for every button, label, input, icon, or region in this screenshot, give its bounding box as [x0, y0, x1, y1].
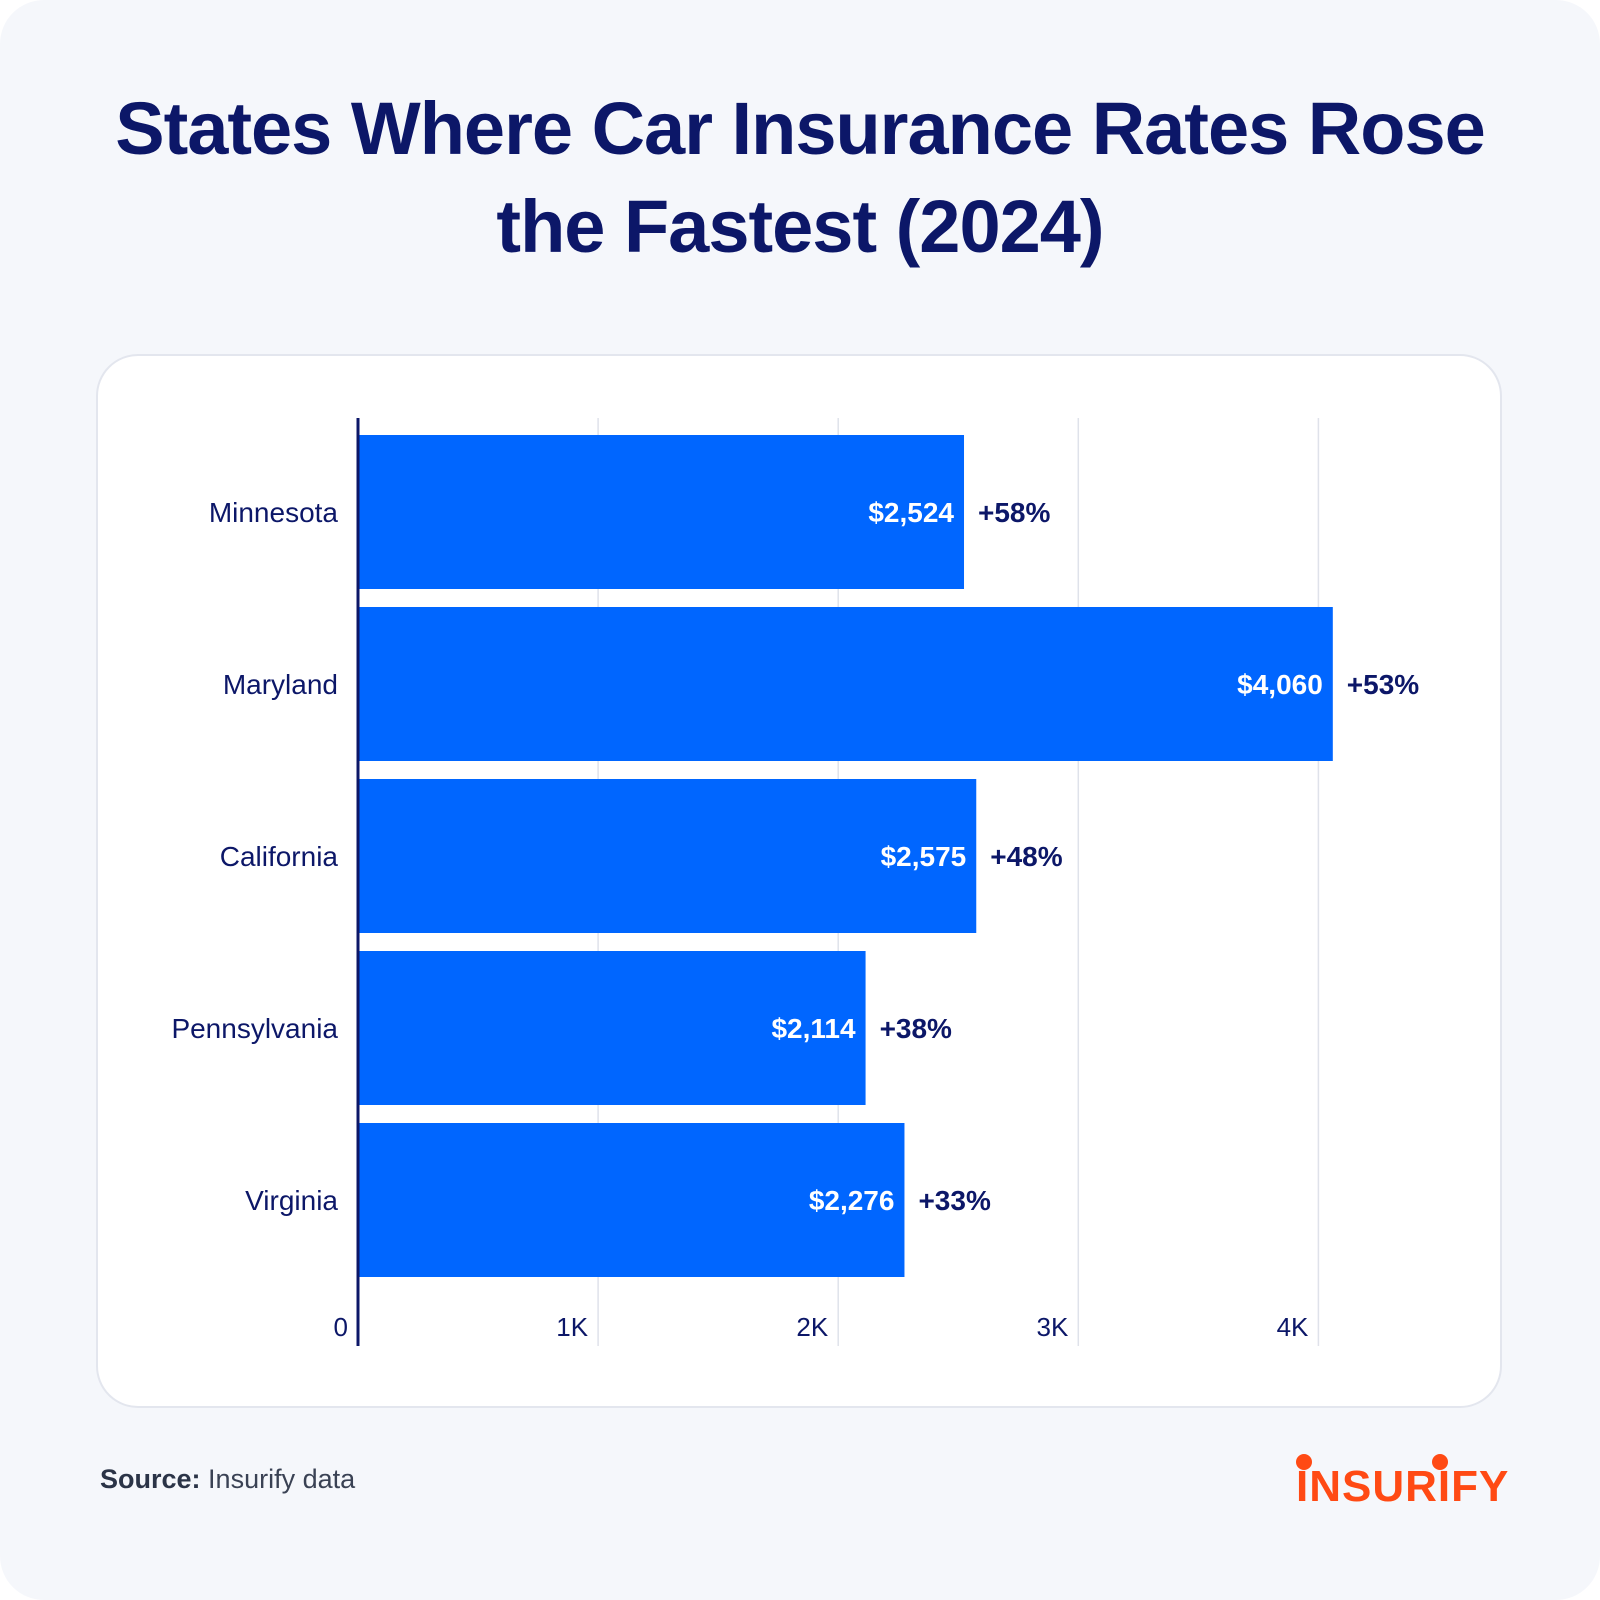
x-tick-label: 3K [1036, 1312, 1068, 1342]
category-label: Minnesota [209, 497, 339, 528]
source-note: Source: Insurify data [100, 1464, 355, 1495]
value-label: $2,114 [771, 1013, 856, 1044]
chart-title: States Where Car Insurance Rates Rose th… [115, 87, 1486, 268]
category-label: Virginia [245, 1185, 338, 1216]
value-label: $2,524 [868, 497, 954, 528]
category-label: California [220, 841, 339, 872]
change-label: +48% [990, 841, 1062, 872]
value-label: $2,276 [809, 1185, 895, 1216]
value-label: $2,575 [881, 841, 967, 872]
change-label: +53% [1347, 669, 1419, 700]
category-label: Pennsylvania [171, 1013, 338, 1044]
bar-maryland [358, 607, 1333, 761]
x-tick-label: 4K [1277, 1312, 1309, 1342]
source-label: Source: [100, 1464, 201, 1494]
logo-text: INSURIFY [1296, 1462, 1510, 1511]
source-text: Insurify data [208, 1464, 356, 1494]
bar-pennsylvania [358, 951, 866, 1105]
value-label: $4,060 [1237, 669, 1323, 700]
x-tick-label: 1K [556, 1312, 588, 1342]
x-tick-label: 2K [796, 1312, 828, 1342]
logo-dot-left [1296, 1454, 1312, 1470]
bar-california [358, 779, 977, 933]
category-label: Maryland [223, 669, 338, 700]
bar-virginia [358, 1123, 905, 1277]
change-label: +58% [978, 497, 1050, 528]
x-tick-label: 0 [334, 1312, 348, 1342]
logo-dot-right [1432, 1454, 1448, 1470]
change-label: +33% [918, 1185, 990, 1216]
bar-minnesota [358, 435, 965, 589]
change-label: +38% [880, 1013, 952, 1044]
insurify-logo: INSURIFY [1296, 1448, 1510, 1512]
